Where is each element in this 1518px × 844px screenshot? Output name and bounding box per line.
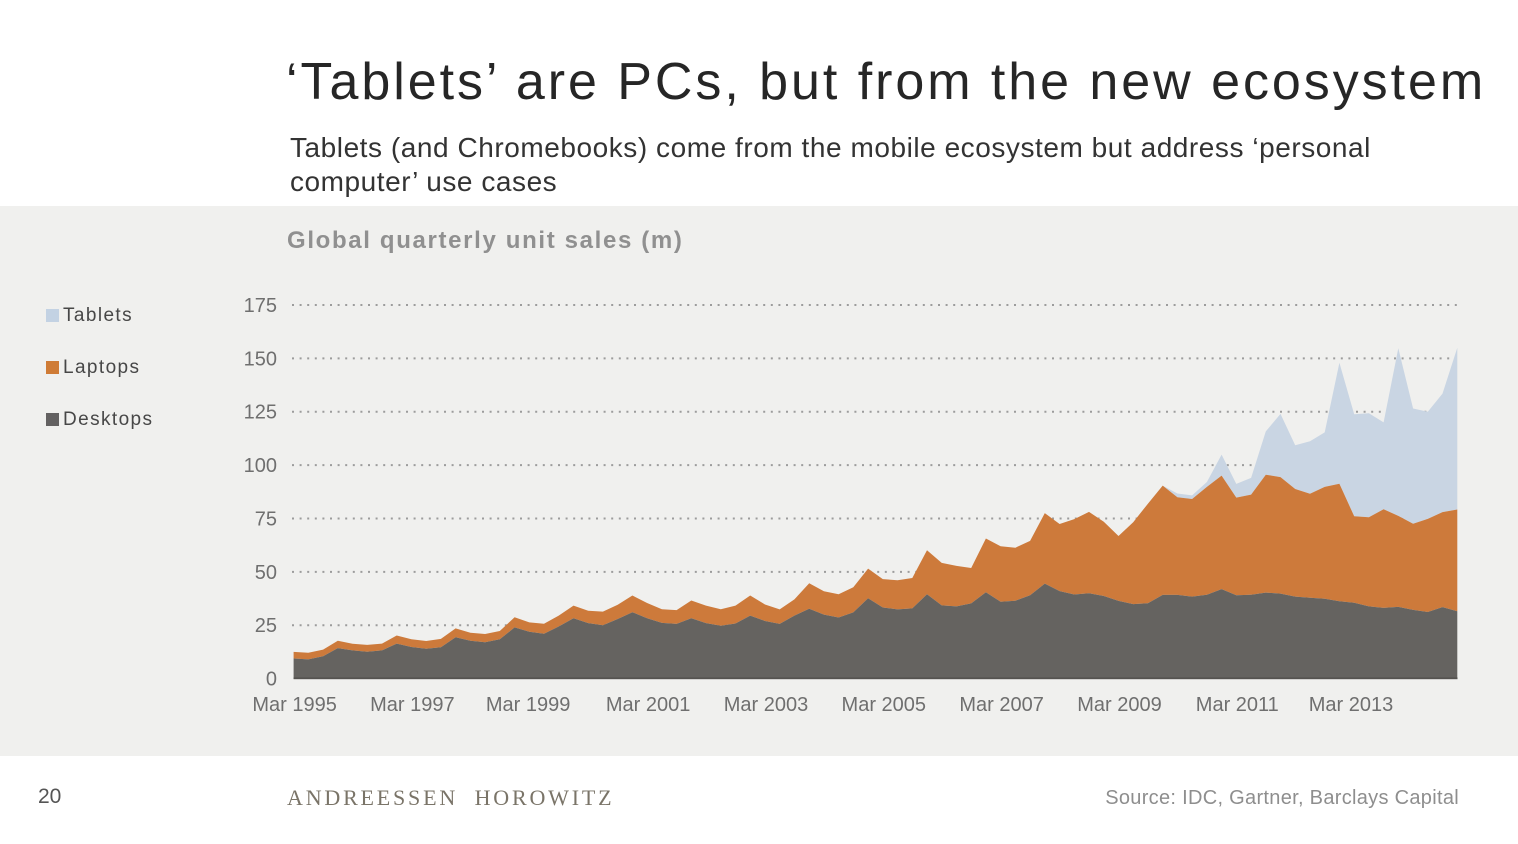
- svg-text:0: 0: [266, 669, 277, 691]
- svg-text:25: 25: [255, 615, 277, 637]
- svg-text:150: 150: [244, 348, 277, 370]
- svg-text:Mar 1999: Mar 1999: [486, 694, 571, 716]
- svg-text:50: 50: [255, 562, 277, 584]
- svg-text:Mar 2013: Mar 2013: [1309, 694, 1394, 716]
- svg-text:Mar 1995: Mar 1995: [252, 694, 337, 716]
- svg-text:Mar 2011: Mar 2011: [1196, 694, 1279, 716]
- svg-text:Mar 2001: Mar 2001: [606, 694, 691, 716]
- svg-text:75: 75: [255, 509, 277, 531]
- svg-text:100: 100: [244, 455, 277, 477]
- svg-text:175: 175: [244, 295, 277, 317]
- svg-text:Mar 2005: Mar 2005: [842, 694, 927, 716]
- svg-text:Mar 1997: Mar 1997: [370, 694, 455, 716]
- svg-text:Mar 2009: Mar 2009: [1077, 694, 1162, 716]
- svg-text:Mar 2007: Mar 2007: [959, 694, 1044, 716]
- svg-text:Mar 2003: Mar 2003: [724, 694, 809, 716]
- svg-text:125: 125: [244, 402, 277, 424]
